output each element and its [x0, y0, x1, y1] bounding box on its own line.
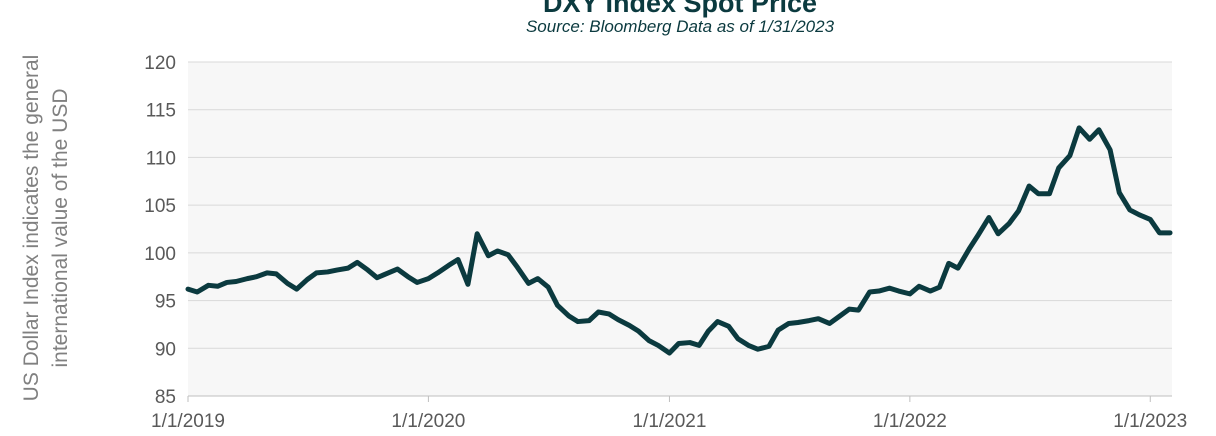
x-tick-label: 1/1/2022	[873, 411, 947, 432]
x-tick-label: 1/1/2020	[391, 411, 465, 432]
x-tick-label: 1/1/2019	[151, 411, 225, 432]
plot-area	[188, 62, 1172, 396]
y-tick-label: 105	[144, 196, 176, 217]
chart-title: DXY Index Spot Price	[543, 0, 817, 18]
y-tick-label: 100	[144, 244, 176, 265]
y-tick-label: 120	[144, 53, 176, 74]
y-tick-label: 85	[155, 387, 176, 408]
data-line	[185, 125, 1173, 356]
y-tick-label: 110	[146, 148, 176, 169]
x-tick-label: 1/1/2023	[1113, 411, 1187, 432]
chart-subtitle: Source: Bloomberg Data as of 1/31/2023	[526, 17, 835, 36]
y-axis-label: US Dollar Index indicates the general int…	[20, 55, 72, 402]
x-tick-label: 1/1/2021	[632, 411, 706, 432]
y-tick-label: 90	[155, 339, 176, 360]
y-tick-label: 115	[146, 101, 176, 122]
y-tick-label: 95	[155, 292, 176, 313]
